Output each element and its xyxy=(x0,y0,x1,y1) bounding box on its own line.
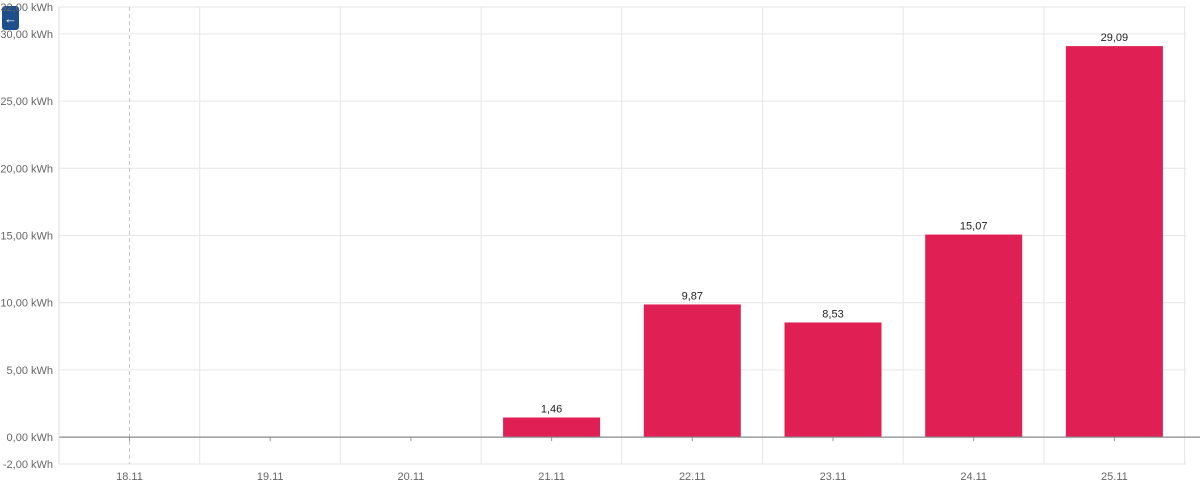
labels: -2,00 kWh 0,00 kWh 5,00 kWh 10,00 kWh 15,00 … xyxy=(0,2,1128,483)
data-label: 9,87 xyxy=(682,290,703,302)
bars xyxy=(503,46,1163,438)
x-tick-label: 21.11 xyxy=(538,471,565,483)
y-tick-label: 0,00 kWh xyxy=(7,432,53,444)
x-tick-label: 19.11 xyxy=(257,471,284,483)
data-label: 29,09 xyxy=(1101,32,1129,44)
y-tick-label: 5,00 kWh xyxy=(7,365,53,377)
y-tick-label: 30,00 kWh xyxy=(0,29,53,41)
data-label: 15,07 xyxy=(960,221,988,233)
x-tick-label: 18.11 xyxy=(116,471,143,483)
data-label: 1,46 xyxy=(541,403,562,415)
bar xyxy=(503,417,601,438)
bar xyxy=(1065,46,1163,438)
bar xyxy=(643,304,741,438)
y-tick-label: 25,00 kWh xyxy=(0,96,53,108)
bar xyxy=(784,322,882,438)
y-tick-label: 32,00 kWh xyxy=(0,2,53,14)
x-tick-label: 24.11 xyxy=(960,471,987,483)
y-tick-label: 15,00 kWh xyxy=(0,231,53,243)
x-tick-label: 22.11 xyxy=(679,471,706,483)
bar xyxy=(925,234,1023,438)
arrow-left-icon: ← xyxy=(4,10,17,26)
back-button[interactable]: ← xyxy=(2,6,19,30)
x-tick-label: 25.11 xyxy=(1101,471,1128,483)
y-tick-label: -2,00 kWh xyxy=(3,459,53,471)
y-tick-label: 10,00 kWh xyxy=(0,298,53,310)
axes xyxy=(58,7,1200,464)
y-tick-label: 20,00 kWh xyxy=(0,163,53,175)
x-tick-label: 23.11 xyxy=(820,471,847,483)
data-label: 8,53 xyxy=(822,308,843,320)
x-tick-label: 20.11 xyxy=(398,471,425,483)
